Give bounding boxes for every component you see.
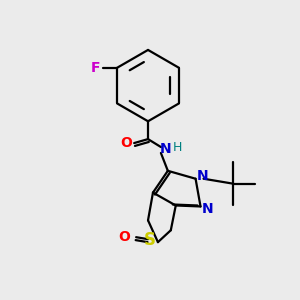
Text: N: N [202, 202, 213, 216]
Text: S: S [144, 231, 156, 249]
Text: N: N [160, 142, 172, 156]
Text: O: O [118, 230, 130, 244]
Text: O: O [120, 136, 132, 150]
Text: H: H [173, 140, 182, 154]
Text: F: F [91, 61, 100, 75]
Text: N: N [197, 169, 208, 183]
